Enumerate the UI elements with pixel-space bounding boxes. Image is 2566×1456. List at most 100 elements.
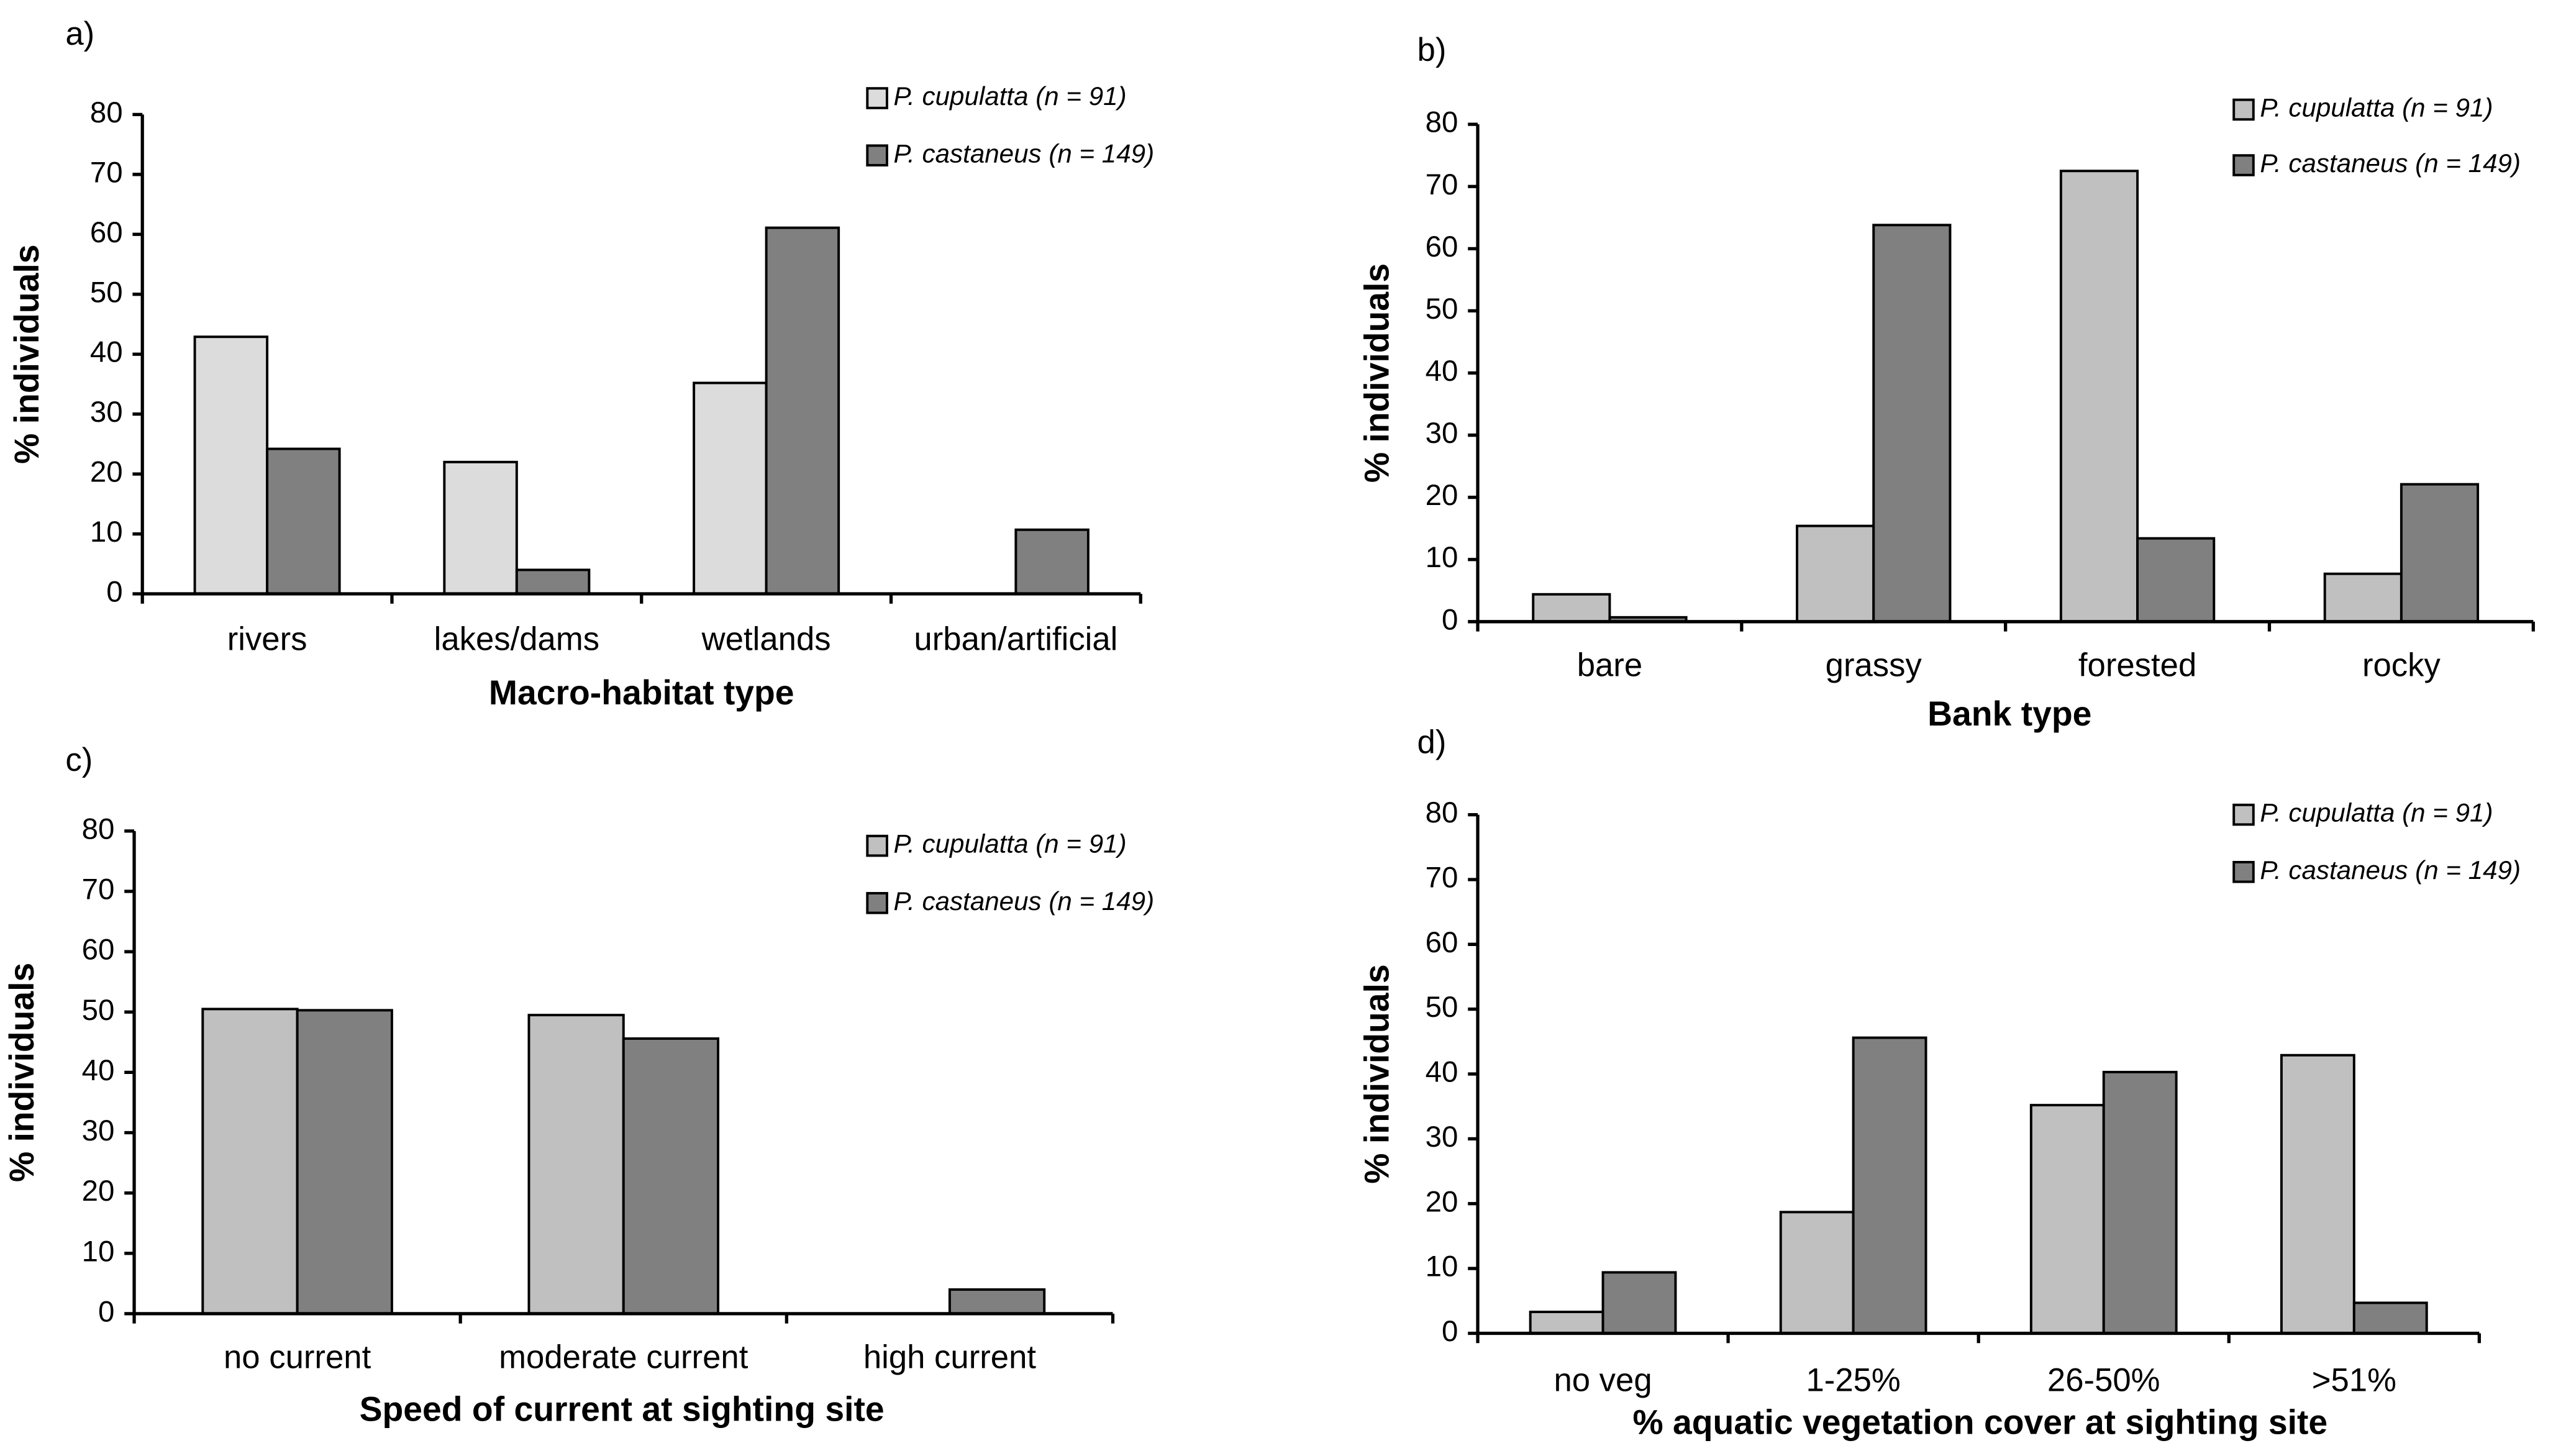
y-tick-label: 70	[1426, 861, 1458, 894]
y-tick-label: 40	[82, 1054, 115, 1087]
bar	[2323, 572, 2403, 623]
bar	[765, 226, 840, 596]
bar	[2059, 170, 2139, 623]
bar	[1532, 593, 1611, 623]
x-tick-label: wetlands	[701, 621, 831, 657]
legend-swatch	[866, 144, 888, 166]
y-tick-label: 30	[90, 396, 123, 429]
legend-swatch	[866, 87, 888, 109]
x-tick-label: urban/artificial	[914, 621, 1117, 657]
y-tick-label: 30	[82, 1114, 115, 1147]
y-tick-label: 70	[82, 873, 115, 906]
y-tick-label: 60	[1426, 926, 1458, 959]
panel-label: c)	[65, 742, 93, 778]
x-tick-label: no current	[224, 1339, 371, 1376]
bar	[2400, 483, 2480, 623]
y-tick-label: 0	[98, 1295, 114, 1328]
x-tick-label: rivers	[227, 621, 307, 657]
y-tick-label: 40	[90, 336, 123, 369]
bar	[2102, 1070, 2178, 1335]
x-tick-label: high current	[863, 1339, 1037, 1376]
x-tick-label: moderate current	[499, 1339, 748, 1376]
legend-label: P. cupulatta (n = 91)	[2260, 798, 2493, 827]
y-tick-label: 50	[82, 994, 115, 1027]
y-tick-label: 20	[90, 456, 123, 489]
bar	[1872, 224, 1952, 623]
bar	[266, 447, 341, 596]
bar	[193, 335, 269, 596]
x-tick-label: 26-50%	[2047, 1362, 2160, 1398]
bar	[1779, 1211, 1855, 1335]
y-axis-label: % individuals	[1358, 263, 1396, 483]
bar	[1014, 528, 1090, 596]
legend-swatch	[2232, 803, 2255, 826]
panel: c) 0 10 20 30 40 50 60 70 80 no current moderate cu…	[2, 742, 1154, 1428]
y-axis-label: % individuals	[1358, 964, 1396, 1183]
y-tick-label: 0	[106, 576, 122, 609]
y-tick-label: 10	[1426, 1250, 1458, 1283]
y-tick-label: 10	[1426, 541, 1458, 574]
x-axis-label: Macro-habitat type	[489, 673, 794, 712]
x-tick-label: >51%	[2312, 1362, 2396, 1398]
bar	[1601, 1271, 1677, 1335]
bar	[443, 460, 518, 596]
panel: a) 0 10 20 30 40 50 60 70 80 rivers lakes/dams wetla…	[7, 16, 1154, 712]
y-tick-label: 50	[1426, 991, 1458, 1024]
bar	[1796, 524, 1875, 623]
legend-label: P. castaneus (n = 149)	[893, 139, 1154, 168]
y-tick-label: 40	[1426, 355, 1458, 388]
legend-swatch	[866, 834, 888, 857]
x-tick-label: lakes/dams	[434, 621, 599, 657]
y-tick-label: 30	[1426, 417, 1458, 450]
legend-swatch	[2232, 98, 2255, 121]
x-tick-label: bare	[1577, 647, 1642, 683]
y-tick-label: 60	[82, 934, 115, 967]
x-tick-label: no veg	[1554, 1362, 1652, 1398]
x-tick-label: forested	[2078, 647, 2196, 683]
x-axis-label: % aquatic vegetation cover at sighting s…	[1632, 1403, 2327, 1442]
x-tick-label: 1-25%	[1806, 1362, 1901, 1398]
y-tick-label: 0	[1442, 1315, 1458, 1348]
panel: d) 0 10 20 30 40 50 60 70 80 no veg 1-25% 26-50% >51%…	[1358, 724, 2521, 1441]
legend-label: P. castaneus (n = 149)	[2260, 855, 2521, 885]
y-tick-label: 80	[82, 812, 115, 845]
bar	[2029, 1104, 2105, 1335]
bar	[693, 381, 768, 596]
legend-label: P. castaneus (n = 149)	[893, 886, 1154, 916]
x-tick-label: rocky	[2362, 647, 2441, 683]
bar	[1852, 1036, 1927, 1335]
y-tick-label: 20	[1426, 479, 1458, 512]
x-axis-label: Bank type	[1927, 694, 2091, 733]
bar	[527, 1014, 625, 1315]
y-tick-label: 10	[82, 1235, 115, 1268]
y-tick-label: 80	[1426, 796, 1458, 829]
y-tick-label: 0	[1442, 603, 1458, 636]
y-tick-label: 20	[1426, 1185, 1458, 1218]
legend-label: P. castaneus (n = 149)	[2260, 148, 2521, 178]
bar	[948, 1288, 1046, 1315]
y-axis-label: % individuals	[7, 245, 46, 464]
legend-label: P. cupulatta (n = 91)	[2260, 93, 2493, 122]
y-tick-label: 80	[1426, 106, 1458, 139]
panel: b) 0 10 20 30 40 50 60 70 80 bare grassy forested roc…	[1358, 32, 2535, 733]
y-tick-label: 50	[1426, 293, 1458, 325]
bar	[2136, 537, 2216, 623]
y-tick-label: 10	[90, 516, 123, 548]
y-tick-label: 70	[90, 156, 123, 189]
legend-label: P. cupulatta (n = 91)	[893, 829, 1126, 858]
x-tick-label: grassy	[1826, 647, 1922, 683]
y-tick-label: 50	[90, 276, 123, 309]
panel-label: b)	[1417, 32, 1447, 68]
y-axis-label: % individuals	[2, 963, 41, 1182]
bar	[296, 1009, 393, 1315]
y-tick-label: 30	[1426, 1121, 1458, 1153]
bar	[201, 1008, 299, 1315]
legend-swatch	[2232, 860, 2255, 883]
panel-label: d)	[1417, 724, 1447, 760]
y-tick-label: 60	[1426, 230, 1458, 263]
legend-swatch	[2232, 154, 2255, 176]
bar	[2280, 1053, 2355, 1335]
y-tick-label: 80	[90, 96, 123, 129]
